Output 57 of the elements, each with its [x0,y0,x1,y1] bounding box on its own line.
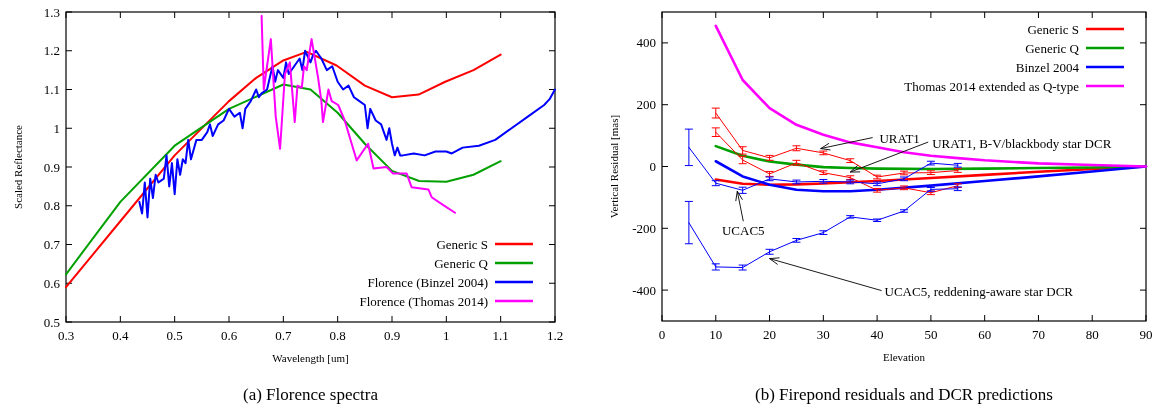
legend-label: Generic Q [1025,40,1080,56]
y-tick-label: 0.5 [43,314,60,330]
legend-label: Thomas 2014 extended as Q-type [904,78,1080,94]
y-axis-title: Vertical Residual [mas] [608,114,620,219]
y-axis-title: Scaled Reflectance [12,124,24,209]
y-tick-label: 1 [53,120,60,136]
y-tick-label: 0.6 [43,275,61,291]
annotation: UCAC5 [721,223,765,239]
x-tick-label: 1.1 [492,328,509,343]
legend-label: Generic S [436,236,488,252]
x-tick-label: 0.9 [383,328,401,343]
line-series [260,14,457,214]
x-tick-label: 80 [1085,327,1099,342]
y-tick-label: 1.1 [43,82,60,97]
x-tick-label: 0.6 [220,328,238,343]
y-tick-label: 400 [636,35,656,51]
x-tick-label: 0.8 [329,328,346,343]
y-tick-label: 0 [649,159,656,174]
annotation: UCAC5, reddening-aware star DCR [884,283,1074,299]
y-tick-label: 0.9 [43,159,60,175]
x-tick-label: 30 [816,327,830,342]
x-tick-label: 20 [763,327,777,342]
x-axis-title: Wavelength [um] [272,352,349,364]
x-tick-label: 60 [978,327,992,342]
legend-label: Florence (Binzel 2004) [367,274,488,290]
annotation: URAT1, B-V/blackbody star DCR [932,136,1112,152]
text: (a) Florence spectra [243,385,379,404]
legend-label: Generic Q [434,255,489,271]
legend-label: Generic S [1027,21,1079,37]
x-tick-label: 0.5 [166,328,183,343]
legend-label: Florence (Thomas 2014) [359,293,488,309]
annotation: URAT1 [879,130,920,146]
x-tick-label: 90 [1139,327,1153,342]
y-tick-label: 0.8 [43,198,60,214]
x-tick-label: 1 [443,328,450,343]
x-tick-label: 1.2 [546,328,564,343]
y-tick-label: 200 [636,97,656,113]
y-tick-label: 0.7 [43,237,61,252]
line-series [65,50,502,289]
x-tick-label: 0.7 [275,328,292,343]
x-tick-label: 40 [870,327,884,342]
x-tick-label: 0.4 [112,328,129,343]
x-tick-label: 0.3 [57,328,75,343]
line-series [65,83,502,276]
y-tick-label: -200 [632,220,656,236]
x-tick-label: 10 [709,327,723,342]
y-tick-label: 1.2 [43,43,60,59]
line-series [714,24,1148,168]
y-tick-label: -400 [632,282,656,298]
line-series [138,49,556,219]
text: (b) Firepond residuals and DCR predictions [755,385,1053,404]
legend-label: Binzel 2004 [1015,59,1080,75]
x-tick-label: 70 [1031,327,1045,342]
x-axis-title: Elevation [882,351,926,363]
x-tick-label: 50 [924,327,938,342]
y-tick-label: 1.3 [43,4,60,20]
x-tick-label: 0 [658,327,666,342]
